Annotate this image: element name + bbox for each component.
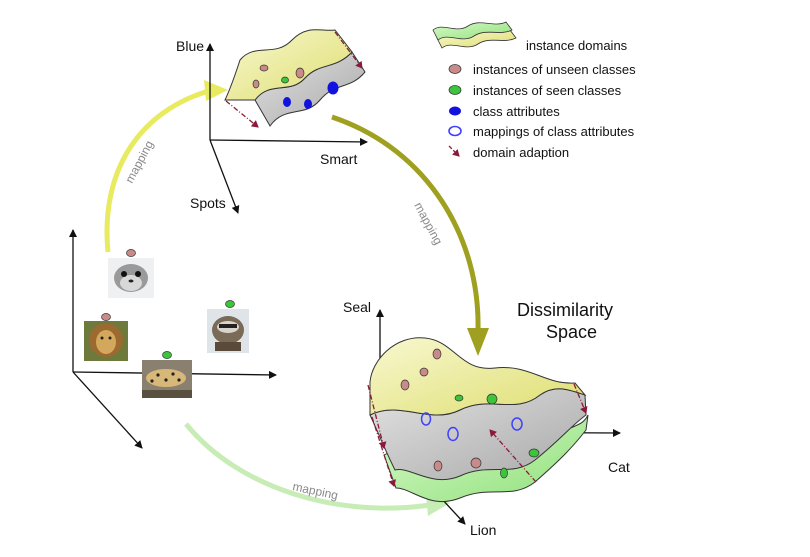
axis-label-spots: Spots	[190, 195, 226, 211]
legend-adaption-arrow	[448, 145, 460, 157]
dissimilarity-attribute-mappings	[420, 412, 523, 442]
mapping-label-center: mapping	[411, 200, 445, 247]
legend-domain-swatch	[432, 21, 517, 49]
lion-instance-dot	[101, 313, 111, 321]
axis-label-blue: Blue	[176, 38, 204, 54]
mapping-arrow-olive	[331, 114, 489, 356]
dissimilarity-adaption-lines	[367, 383, 588, 487]
legend-mapping-label: mappings of class attributes	[473, 124, 635, 139]
axis-label-lion: Lion	[470, 522, 496, 538]
legend-mapping-circle	[448, 125, 462, 137]
raccoon-instance-dot	[225, 300, 235, 308]
legend-adaption-label: domain adaption	[473, 145, 569, 160]
dissimilarity-yellow-domain	[369, 337, 587, 416]
axis-label-cat: Cat	[608, 459, 630, 475]
seal-photo	[108, 258, 154, 298]
legend-instance-domains: instance domains	[526, 38, 628, 53]
legend-seen-label: instances of seen classes	[473, 83, 622, 98]
axis-label-seal: Seal	[343, 299, 371, 315]
seal-instance-dot	[126, 249, 136, 257]
dissimilarity-title-line1: Dissimilarity	[517, 300, 613, 320]
legend-unseen-dot	[448, 64, 462, 74]
dissimilarity-title-line2: Space	[546, 322, 597, 342]
axis-label-smart: Smart	[320, 151, 357, 167]
legend-unseen-label: instances of unseen classes	[473, 62, 636, 77]
leopard-instance-dot	[162, 351, 172, 359]
lion-photo	[84, 321, 128, 361]
leopard-photo	[142, 360, 192, 398]
dissimilarity-instances	[400, 348, 540, 479]
legend-seen-dot	[448, 85, 462, 95]
attribute-space-axes	[206, 43, 368, 214]
attribute-space-class-attributes	[283, 81, 339, 109]
legend-attribute-label: class attributes	[473, 104, 560, 119]
mapping-label-left: mapping	[122, 138, 156, 185]
attribute-space-instances	[252, 64, 305, 89]
raccoon-photo	[207, 309, 249, 353]
legend-attribute-dot	[449, 106, 461, 116]
attribute-space-adaption-lines	[225, 31, 363, 128]
legend: instance domains instances of unseen cla…	[432, 21, 636, 160]
